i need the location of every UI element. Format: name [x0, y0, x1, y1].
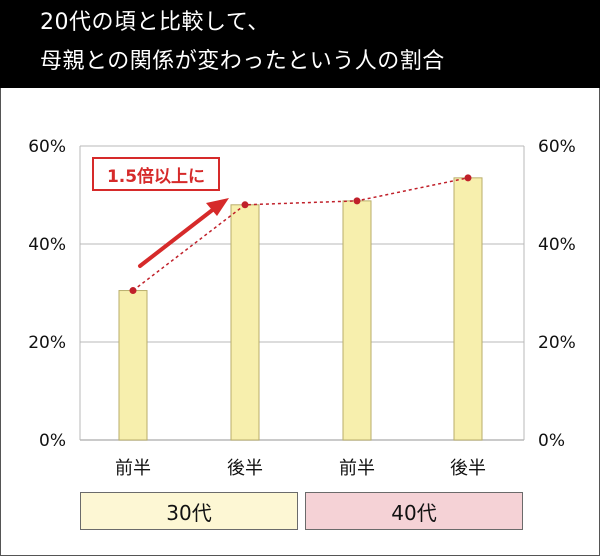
x-tick-1: 前半 — [115, 458, 151, 479]
trend-point-2 — [241, 201, 249, 209]
trend-point-1 — [129, 287, 137, 295]
y-tick-left-40: 40% — [28, 235, 66, 255]
bar-2 — [230, 204, 260, 441]
y-tick-left-60: 60% — [28, 137, 66, 157]
bar-4 — [453, 177, 483, 441]
arrow-head — [206, 198, 229, 216]
callout-arrow — [138, 198, 229, 268]
y-tick-right-40: 40% — [538, 235, 576, 255]
trend-overlay — [129, 174, 472, 295]
y-tick-right-60: 60% — [538, 137, 576, 157]
bars — [118, 177, 483, 441]
trend-point-3 — [353, 197, 361, 205]
x-axis: 前半 後半 前半 後半 — [115, 458, 486, 479]
title-bar: 20代の頃と比較して、 母親との関係が変わったという人の割合 — [0, 0, 600, 88]
gridlines — [79, 145, 525, 441]
y-tick-left-20: 20% — [28, 333, 66, 353]
trend-point-4 — [464, 174, 472, 182]
title-line-2: 母親との関係が変わったという人の割合 — [40, 49, 445, 74]
x-tick-4: 後半 — [450, 458, 486, 479]
x-tick-3: 前半 — [339, 458, 375, 479]
y-axis-right: 0% 20% 40% 60% — [538, 137, 576, 451]
bar-3 — [342, 200, 372, 441]
x-tick-2: 後半 — [227, 458, 263, 479]
group-label-40s: 40代 — [305, 492, 523, 530]
bar-1 — [118, 290, 148, 441]
arrow-shaft — [138, 206, 217, 268]
title-line-1: 20代の頃と比較して、 — [40, 10, 270, 35]
y-axis-left: 0% 20% 40% 60% — [28, 137, 66, 451]
group-label-30s: 30代 — [80, 492, 298, 530]
y-tick-left-0: 0% — [39, 431, 66, 451]
callout-annotation: 1.5倍以上に — [92, 157, 220, 191]
y-tick-right-0: 0% — [538, 431, 565, 451]
y-tick-right-20: 20% — [538, 333, 576, 353]
